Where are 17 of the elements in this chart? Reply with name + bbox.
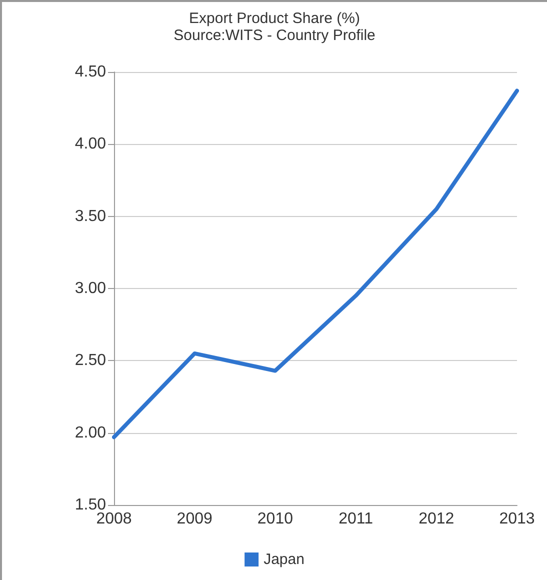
x-tick-label: 2011 — [338, 510, 374, 528]
y-tick-label: 3.50 — [74, 208, 106, 225]
y-tick-label: 1.50 — [74, 496, 106, 514]
line-series — [112, 88, 519, 440]
x-tick-label: 2010 — [257, 510, 294, 528]
legend-label: Japan — [264, 551, 304, 568]
y-tick-label: 3.00 — [74, 280, 106, 297]
y-tick-label: 2.50 — [74, 352, 106, 370]
chart-subtitle: Source:WITS - Country Profile — [174, 27, 376, 44]
y-tick-label: 4.50 — [74, 64, 106, 80]
x-tick-label: 2013 — [499, 510, 535, 528]
y-tick-label: 4.00 — [74, 136, 106, 153]
y-tick-label: 2.00 — [74, 424, 106, 442]
x-tick-label: 2012 — [418, 510, 454, 528]
x-tick-label: 2009 — [176, 510, 212, 528]
chart-title: Export Product Share (%) — [189, 10, 360, 27]
x-tick-label: 2008 — [96, 510, 132, 528]
